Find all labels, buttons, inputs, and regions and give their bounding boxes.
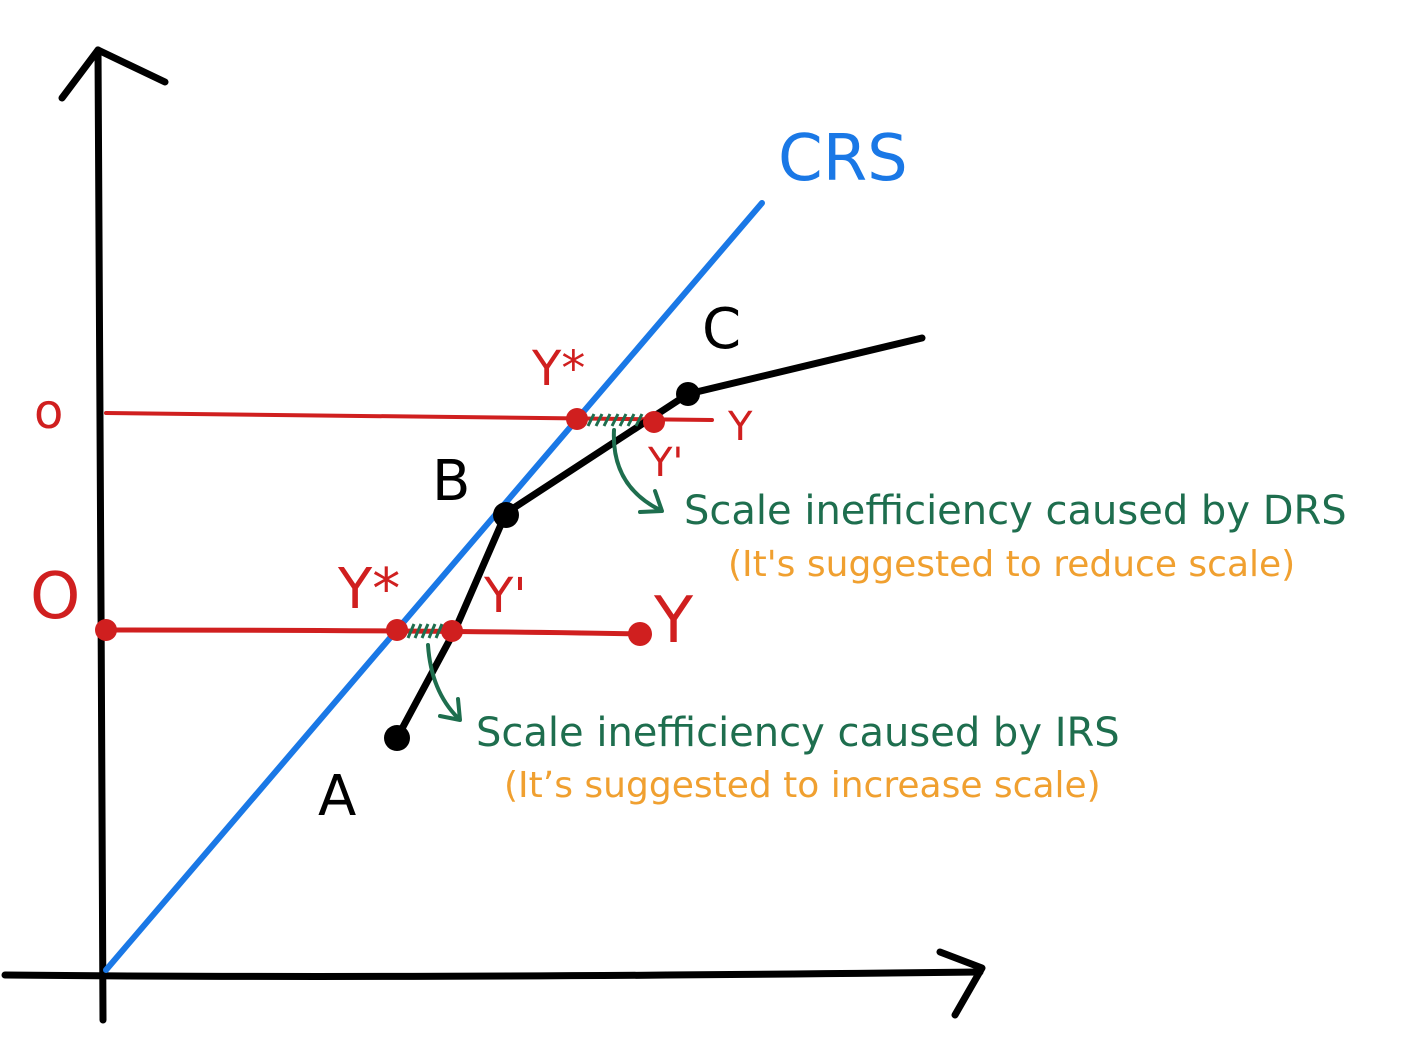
- upper-yprime-label: Y': [647, 440, 683, 486]
- frontier-points: [384, 382, 700, 751]
- point-c-dot: [676, 382, 700, 406]
- lower-ystar-dot: [386, 619, 408, 641]
- y-axis-arrowhead: [58, 46, 169, 102]
- irs-arrow: [426, 643, 460, 720]
- drs-note-sub: (It's suggested to reduce scale): [728, 544, 1295, 585]
- point-a-dot: [384, 725, 410, 751]
- lower-y-label: Y: [653, 584, 694, 658]
- point-c-label: C: [702, 297, 741, 362]
- irs-arrowhead: [438, 697, 462, 722]
- green-arrows: [426, 428, 664, 722]
- lower-ystar-label: Y*: [337, 557, 400, 622]
- point-a-label: A: [318, 764, 356, 829]
- lower-output-line: [103, 627, 643, 637]
- irs-note-sub: (It’s suggested to increase scale): [504, 765, 1101, 806]
- x-axis-arrowhead: [936, 948, 986, 1019]
- upper-ystar-dot: [566, 408, 588, 430]
- point-b-dot: [493, 502, 519, 528]
- red-points: [95, 408, 665, 646]
- axes: [1, 46, 986, 1024]
- lower-o-label: O: [30, 560, 80, 634]
- drs-arrow: [611, 428, 662, 512]
- red-lines: [103, 411, 714, 637]
- drs-arrowhead: [638, 489, 664, 514]
- upper-o-label: o: [34, 384, 63, 440]
- lower-yprime-label: Y': [483, 568, 527, 624]
- lower-y-dot: [628, 622, 652, 646]
- upper-yprime-dot: [643, 411, 665, 433]
- crs-label: CRS: [778, 122, 908, 196]
- upper-gap-coil: [586, 413, 644, 427]
- drs-note-title: Scale inefficiency caused by DRS: [684, 488, 1347, 534]
- crs-line: [103, 200, 765, 973]
- lower-o-dot: [95, 619, 117, 641]
- upper-y-label: Y: [727, 404, 753, 450]
- lower-yprime-dot: [441, 620, 463, 642]
- x-axis: [1, 968, 984, 980]
- upper-output-line: [104, 411, 714, 422]
- point-b-label: B: [432, 449, 470, 514]
- y-axis: [94, 46, 107, 1024]
- upper-ystar-label: Y*: [531, 341, 585, 397]
- irs-note-title: Scale inefficiency caused by IRS: [476, 710, 1120, 756]
- lower-gap-coil: [406, 623, 444, 639]
